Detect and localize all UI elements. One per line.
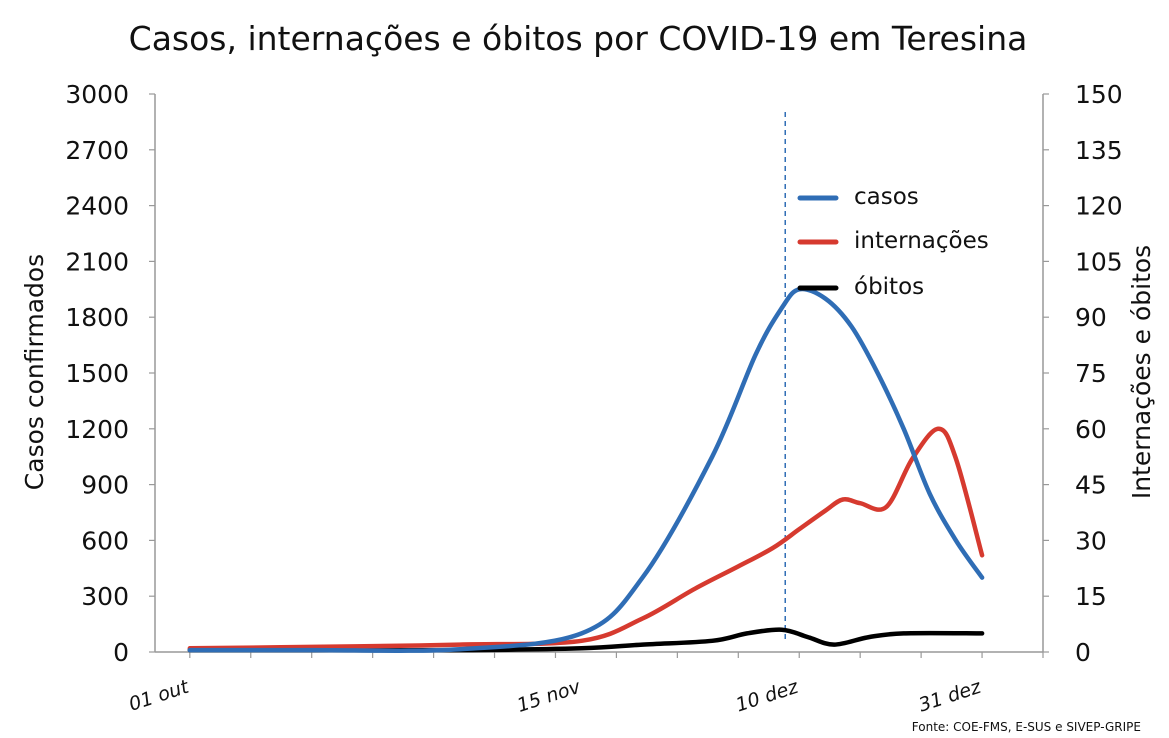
y-tick-label: 1500 [65, 359, 129, 388]
x-tick-label: 15 nov [514, 676, 583, 717]
x-tick-label: 31 dez [916, 676, 985, 717]
y2-axis-ticks: 0 15 30 45 60 75 90 105 120 135 150 [1043, 80, 1123, 667]
y-tick-label: 0 [113, 638, 129, 667]
legend-label: internações [854, 228, 989, 254]
y-tick-label: 900 [81, 471, 129, 500]
x-tick-label: 10 dez [733, 676, 802, 717]
x-tick-label: 01 out [126, 675, 193, 715]
y2-tick-label: 0 [1075, 638, 1091, 667]
y2-tick-label: 45 [1075, 471, 1107, 500]
series-line-internacoes [187, 426, 985, 651]
series-line-casos [187, 286, 985, 653]
y-tick-label: 1800 [65, 303, 129, 332]
y2-tick-label: 105 [1075, 247, 1123, 276]
source-note: Fonte: COE-FMS, E-SUS e SIVEP-GRIPE [912, 720, 1141, 734]
y-tick-label: 2700 [65, 136, 129, 165]
y-tick-label: 2400 [65, 192, 129, 221]
y2-axis-label: Internações e óbitos [1127, 245, 1156, 499]
y-tick-label: 600 [81, 526, 129, 555]
y2-tick-label: 90 [1075, 303, 1107, 332]
y2-tick-label: 135 [1075, 136, 1123, 165]
y-tick-label: 1200 [65, 415, 129, 444]
y2-tick-label: 120 [1075, 192, 1123, 221]
legend: casos internações óbitos [797, 184, 989, 300]
legend-label: óbitos [854, 274, 924, 300]
y2-tick-label: 30 [1075, 526, 1107, 555]
y2-tick-label: 75 [1075, 359, 1107, 388]
series-layer [187, 286, 985, 653]
y-tick-label: 2100 [65, 247, 129, 276]
y2-tick-label: 150 [1075, 80, 1123, 109]
legend-label: casos [854, 184, 919, 210]
x-axis-ticks: 01 out 15 nov 10 dez 31 dez [126, 675, 984, 717]
y2-tick-label: 15 [1075, 582, 1107, 611]
y-axis-ticks: 0 300 600 900 1200 1500 1800 2100 2400 2700 3000 [65, 80, 155, 667]
y2-tick-label: 60 [1075, 415, 1107, 444]
y-tick-label: 3000 [65, 80, 129, 109]
y-tick-label: 300 [81, 582, 129, 611]
y-axis-label: Casos confirmados [20, 254, 49, 490]
chart-title: Casos, internações e óbitos por COVID-19… [129, 19, 1028, 58]
plot-axes [154, 94, 1044, 658]
